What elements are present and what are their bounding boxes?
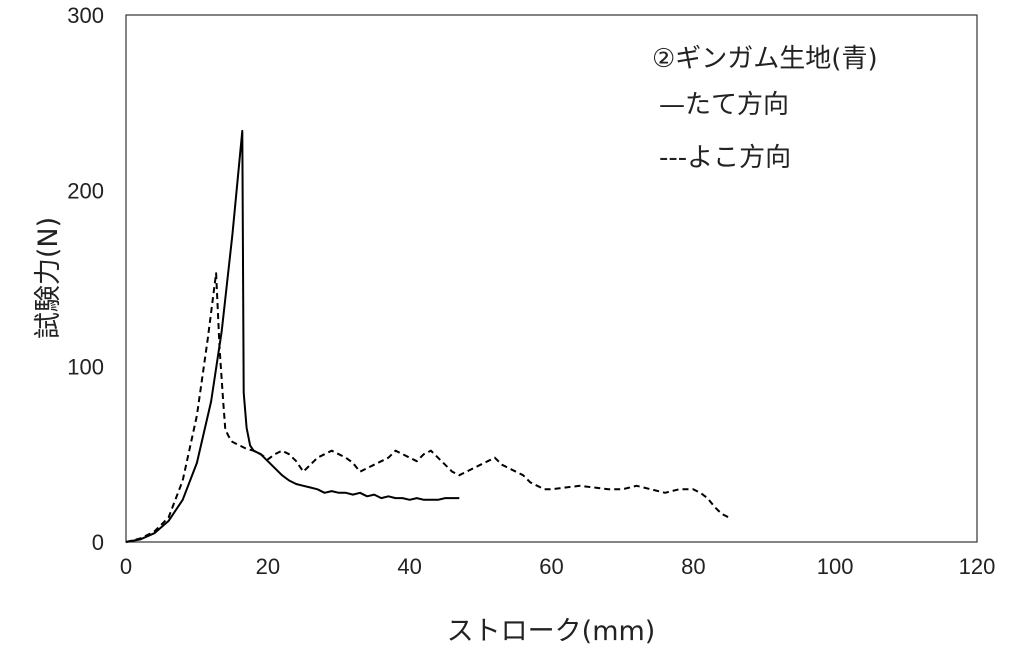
series-line-tate bbox=[125, 129, 460, 543]
x-tick-label: 20 bbox=[256, 554, 280, 579]
series-layer bbox=[125, 129, 730, 543]
legend-item-solid: —たて方向 bbox=[659, 90, 789, 120]
x-axis-title: ストローク(mm) bbox=[447, 616, 656, 647]
y-tick-label: 100 bbox=[67, 354, 104, 379]
plot-area bbox=[125, 14, 978, 543]
x-tick-label: 100 bbox=[817, 554, 854, 579]
y-tick-label: 0 bbox=[92, 530, 104, 555]
y-axis-tick-labels: 0 100 200 300 bbox=[67, 3, 104, 555]
legend-item-dashed: ---よこ方向 bbox=[659, 143, 791, 173]
x-tick-label: 60 bbox=[539, 554, 563, 579]
legend-title: ②ギンガム生地(青) bbox=[652, 44, 878, 74]
x-tick-label: 0 bbox=[120, 554, 132, 579]
y-tick-label: 200 bbox=[67, 179, 104, 204]
legend: ②ギンガム生地(青) —たて方向 ---よこ方向 bbox=[652, 44, 878, 173]
x-tick-label: 120 bbox=[959, 554, 996, 579]
y-tick-label: 300 bbox=[67, 3, 104, 28]
x-axis-tick-labels: 0 20 40 60 80 100 120 bbox=[120, 554, 995, 579]
y-axis-title: 試験力(N) bbox=[33, 217, 64, 339]
x-tick-label: 80 bbox=[681, 554, 705, 579]
x-tick-label: 40 bbox=[397, 554, 421, 579]
series-line-yoko bbox=[125, 272, 730, 543]
